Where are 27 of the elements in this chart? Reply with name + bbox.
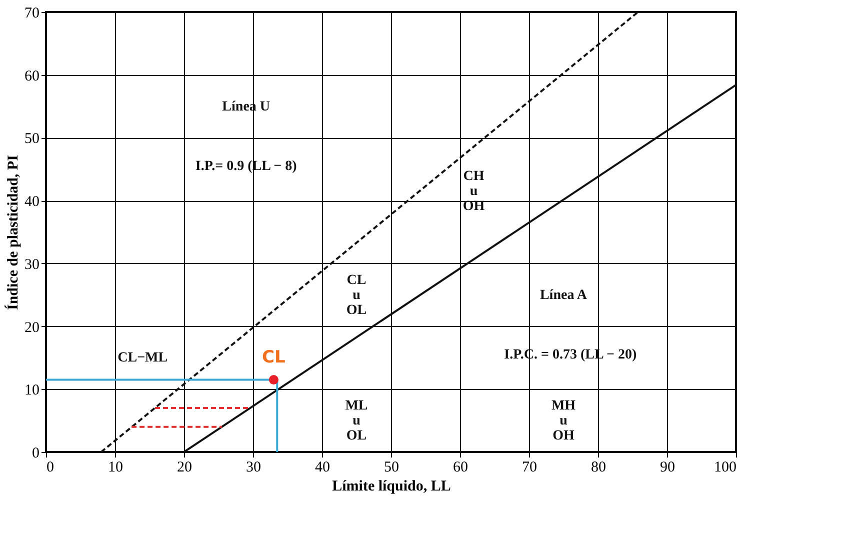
- y-tick-label: 50: [24, 131, 40, 148]
- x-tick-label: 80: [591, 460, 606, 476]
- annotation: ML u OL: [345, 398, 368, 444]
- y-tick-label: 40: [24, 194, 40, 210]
- x-axis-title: Límite líquido, LL: [332, 478, 451, 494]
- x-tick-label: 20: [177, 460, 192, 476]
- series-label: CL: [262, 348, 286, 368]
- x-tick-label: 60: [453, 460, 468, 476]
- annotation: CL u OL: [346, 272, 367, 318]
- x-tick-label: 100: [714, 460, 736, 476]
- x-tick-label: 70: [522, 460, 537, 476]
- y-tick-label: 70: [24, 6, 40, 22]
- y-tick-label: 60: [24, 68, 40, 84]
- x-tick-label: 50: [384, 460, 399, 476]
- y-tick-label: 0: [32, 446, 40, 462]
- y-axis-title: Índice de plasticidad, PI: [4, 154, 22, 310]
- y-tick-label: 20: [24, 320, 40, 336]
- x-tick-label: 0: [46, 460, 54, 476]
- y-tick-label: 10: [24, 382, 40, 399]
- annotation: MH u OH: [551, 398, 576, 444]
- x-tick-label: 10: [108, 460, 123, 476]
- annotation: Línea A: [540, 288, 588, 303]
- annotation: CL−ML: [118, 350, 168, 366]
- y-tick-label: 30: [24, 256, 40, 273]
- x-tick-label: 90: [660, 460, 675, 476]
- x-tick-label: 30: [246, 460, 261, 476]
- x-tick-label: 40: [315, 460, 330, 476]
